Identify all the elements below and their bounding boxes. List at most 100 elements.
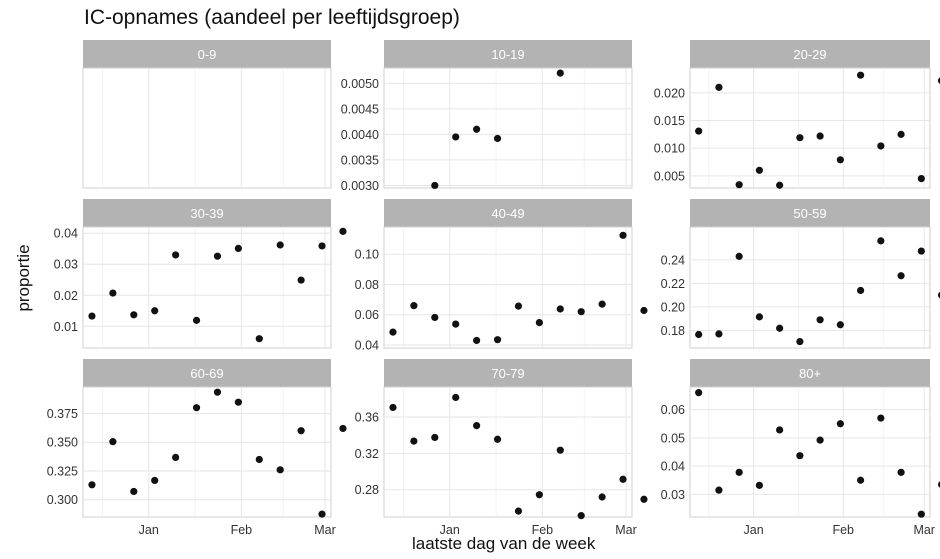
data-point	[796, 134, 804, 142]
x-tick-label: Mar	[615, 523, 637, 537]
y-tick-label: 0.28	[355, 483, 379, 497]
panel-background	[82, 67, 332, 189]
data-point	[735, 468, 743, 476]
data-point	[473, 336, 481, 345]
data-point	[776, 181, 784, 189]
facet-panel-0-9: 0-9	[82, 40, 332, 189]
y-tick-label: 0.010	[654, 142, 685, 156]
data-point	[297, 427, 305, 435]
data-point	[514, 507, 523, 515]
data-point	[493, 134, 502, 143]
data-point	[836, 420, 844, 428]
data-point	[339, 227, 347, 235]
data-point	[796, 337, 804, 346]
panel-background	[689, 386, 931, 518]
data-point	[276, 241, 284, 249]
facet-strip	[384, 359, 632, 387]
facet-panel-70-79: 70-79 0.28 0.32 0.36 Jan Feb Mar	[355, 359, 648, 537]
data-point	[816, 436, 824, 444]
data-point	[431, 433, 439, 442]
facet-panel-40-49: 40-49 0.04 0.06 0.08 0.10	[355, 199, 648, 352]
panel-background	[82, 226, 332, 349]
data-point	[598, 493, 606, 501]
facet-strip-label: 30-39	[190, 206, 223, 221]
x-tick-label: Mar	[913, 523, 935, 537]
data-point	[535, 491, 543, 499]
facet-strip	[83, 359, 331, 387]
data-point	[431, 313, 439, 322]
y-tick-label: 0.375	[47, 407, 78, 421]
data-point	[493, 336, 502, 344]
data-point	[695, 330, 703, 339]
data-point	[577, 308, 585, 316]
y-tick-label: 0.08	[355, 278, 379, 292]
data-point	[297, 276, 305, 284]
y-tick-label: 0.24	[661, 253, 685, 267]
y-tick-label: 0.300	[47, 493, 78, 507]
y-tick-label: 0.20	[661, 300, 685, 314]
data-point	[877, 237, 885, 245]
data-point	[897, 130, 905, 138]
data-point	[192, 316, 201, 324]
data-point	[695, 127, 703, 135]
data-point	[917, 247, 925, 255]
data-point	[276, 466, 284, 474]
data-point	[234, 244, 242, 253]
data-point	[857, 71, 865, 79]
panel-background	[383, 67, 633, 189]
x-tick-label: Feb	[532, 523, 554, 537]
facet-panel-50-59: 50-59 0.18 0.20 0.22 0.24	[661, 199, 940, 349]
data-point	[556, 69, 564, 77]
data-point	[452, 320, 460, 328]
y-tick-label: 0.020	[654, 86, 685, 100]
data-point	[836, 321, 844, 329]
data-point	[535, 318, 543, 327]
data-point	[514, 302, 523, 310]
data-point	[234, 398, 242, 406]
facet-strip	[384, 40, 632, 68]
data-point	[735, 181, 743, 189]
panel-background	[689, 226, 931, 349]
data-point	[857, 286, 865, 295]
data-point	[755, 166, 763, 174]
data-point	[213, 252, 222, 260]
y-tick-label: 0.04	[54, 227, 78, 241]
facet-panel-60-69: 60-69 0.300 0.325 0.350 0.375 Jan Feb Mar	[47, 359, 347, 537]
data-point	[410, 437, 418, 445]
data-point	[816, 132, 824, 140]
y-tick-label: 0.18	[661, 324, 685, 338]
panel-background	[689, 67, 931, 189]
y-tick-label: 0.36	[355, 411, 379, 425]
data-point	[598, 300, 606, 308]
data-point	[619, 475, 627, 483]
data-point	[735, 252, 743, 260]
data-point	[493, 435, 502, 443]
data-point	[695, 389, 703, 397]
y-tick-label: 0.03	[54, 258, 78, 272]
data-point	[715, 330, 723, 338]
y-tick-label: 0.0035	[341, 153, 379, 167]
facet-strip-label: 40-49	[491, 206, 524, 221]
x-tick-label: Feb	[231, 523, 253, 537]
data-point	[389, 403, 397, 412]
y-tick-label: 0.325	[47, 464, 78, 478]
data-point	[109, 438, 117, 446]
data-point	[755, 481, 763, 489]
data-point	[473, 125, 481, 133]
facet-strip	[83, 40, 331, 68]
y-tick-label: 0.32	[355, 447, 379, 461]
facet-strip-label: 70-79	[491, 366, 524, 381]
y-tick-label: 0.005	[654, 169, 685, 183]
data-point	[640, 306, 648, 315]
data-point	[776, 324, 784, 332]
y-tick-label: 0.02	[54, 289, 78, 303]
x-tick-label: Mar	[314, 523, 336, 537]
panel-background	[383, 386, 633, 518]
y-tick-label: 0.015	[654, 114, 685, 128]
chart-title: IC-opnames (aandeel per leeftijdsgroep)	[84, 6, 460, 29]
data-point	[640, 495, 648, 503]
data-point	[897, 272, 905, 280]
facet-strip	[690, 199, 930, 227]
data-point	[431, 181, 439, 190]
